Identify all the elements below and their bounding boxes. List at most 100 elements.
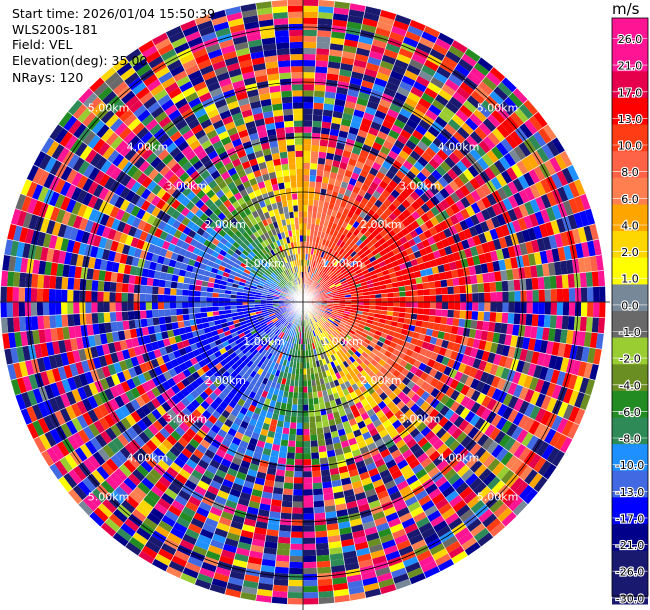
velocity-gate xyxy=(589,332,598,349)
velocity-gate xyxy=(477,311,485,321)
velocity-gate xyxy=(423,302,431,309)
velocity-gate xyxy=(345,238,353,246)
velocity-gate xyxy=(313,403,320,411)
velocity-gate xyxy=(254,302,261,305)
velocity-gate xyxy=(557,342,566,358)
velocity-gate xyxy=(339,69,353,78)
velocity-gate xyxy=(415,206,426,217)
velocity-gate xyxy=(322,315,329,320)
velocity-gate xyxy=(310,223,316,231)
velocity-gate xyxy=(349,592,366,601)
velocity-gate xyxy=(40,370,50,387)
velocity-gate xyxy=(421,527,437,540)
velocity-gate xyxy=(71,417,83,433)
velocity-gate xyxy=(434,401,445,413)
velocity-gate xyxy=(78,242,87,256)
velocity-gate xyxy=(79,313,87,326)
velocity-gate xyxy=(74,325,82,338)
velocity-gate xyxy=(124,234,134,246)
velocity-gate xyxy=(298,380,303,387)
velocity-gate xyxy=(433,322,441,331)
velocity-gate xyxy=(209,459,221,470)
velocity-gate xyxy=(335,453,346,462)
velocity-gate xyxy=(318,590,334,598)
velocity-gate xyxy=(361,117,373,127)
velocity-gate xyxy=(303,592,319,599)
velocity-gate xyxy=(410,374,420,384)
velocity-gate xyxy=(421,151,433,163)
velocity-gate xyxy=(307,386,313,393)
velocity-gate xyxy=(182,256,190,265)
velocity-gate xyxy=(294,459,303,466)
velocity-gate xyxy=(396,459,409,470)
velocity-gate xyxy=(84,244,93,257)
velocity-gate xyxy=(223,362,232,371)
velocity-gate xyxy=(178,347,187,357)
velocity-gate xyxy=(335,372,342,380)
velocity-gate xyxy=(67,376,78,391)
velocity-gate xyxy=(335,271,343,278)
velocity-gate xyxy=(448,368,458,379)
velocity-gate xyxy=(424,188,435,200)
velocity-gate xyxy=(320,127,331,135)
velocity-gate xyxy=(503,152,517,167)
velocity-gate xyxy=(312,281,318,288)
velocity-gate xyxy=(385,550,401,561)
velocity-gate xyxy=(260,370,268,378)
velocity-gate xyxy=(194,578,212,590)
velocity-gate xyxy=(423,260,432,270)
velocity-gate xyxy=(268,511,281,519)
velocity-gate xyxy=(475,244,485,255)
velocity-gate xyxy=(573,375,584,392)
velocity-gate xyxy=(285,464,295,472)
velocity-gate xyxy=(317,12,334,20)
velocity-gate xyxy=(192,448,205,460)
velocity-gate xyxy=(455,160,468,173)
velocity-gate xyxy=(310,157,319,164)
velocity-gate xyxy=(469,414,481,427)
velocity-gate xyxy=(143,494,158,508)
velocity-gate xyxy=(470,499,486,514)
velocity-gate xyxy=(515,231,526,245)
velocity-gate xyxy=(339,526,353,535)
velocity-gate xyxy=(331,257,338,265)
velocity-gate xyxy=(139,362,149,374)
velocity-gate xyxy=(303,72,315,79)
velocity-gate xyxy=(135,407,147,420)
velocity-gate xyxy=(371,348,380,356)
velocity-gate xyxy=(227,427,238,437)
velocity-gate xyxy=(192,545,208,557)
velocity-gate xyxy=(236,329,244,335)
velocity-gate xyxy=(174,334,183,344)
velocity-gate xyxy=(556,217,566,234)
velocity-gate xyxy=(264,479,275,488)
velocity-gate xyxy=(166,434,178,446)
velocity-gate xyxy=(338,349,345,356)
velocity-gate xyxy=(243,357,251,365)
velocity-gate xyxy=(22,212,33,229)
velocity-gate xyxy=(346,431,355,441)
velocity-gate xyxy=(462,490,478,505)
velocity-gate xyxy=(121,430,134,443)
velocity-gate xyxy=(103,302,110,313)
velocity-gate xyxy=(453,222,464,234)
velocity-gate xyxy=(415,75,430,88)
velocity-gate xyxy=(121,302,128,312)
velocity-gate xyxy=(246,506,259,515)
velocity-gate xyxy=(334,448,344,456)
velocity-gate xyxy=(440,316,448,325)
velocity-gate xyxy=(486,149,499,164)
velocity-gate xyxy=(465,387,476,399)
ray-separator xyxy=(302,99,529,303)
velocity-gate xyxy=(271,394,278,402)
velocity-gate xyxy=(528,134,542,151)
velocity-gate xyxy=(401,395,411,405)
velocity-gate xyxy=(339,362,346,371)
velocity-gate xyxy=(327,254,333,262)
velocity-gate xyxy=(425,394,436,405)
velocity-gate xyxy=(478,292,485,302)
velocity-gate xyxy=(184,345,193,354)
velocity-gate xyxy=(384,278,392,285)
velocity-gate xyxy=(447,472,461,486)
velocity-gate xyxy=(256,588,273,597)
